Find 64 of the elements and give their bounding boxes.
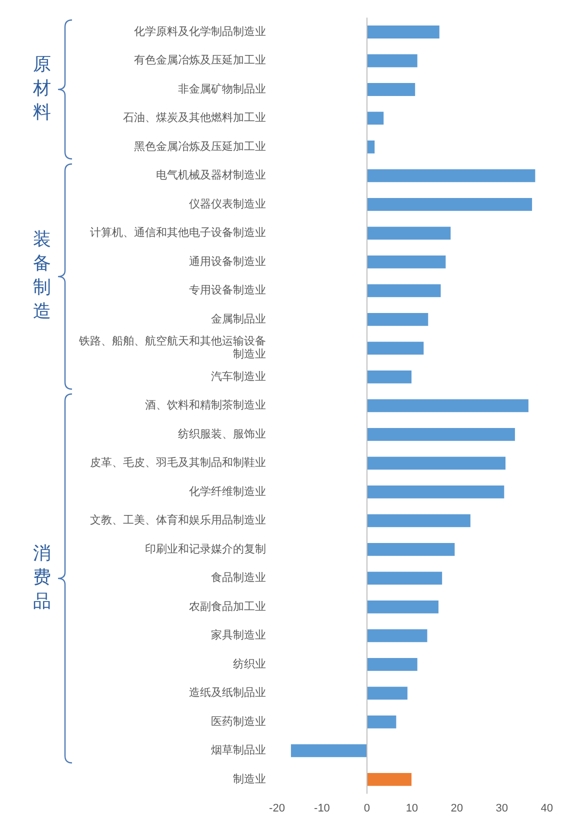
x-tick-label: 40	[540, 802, 554, 814]
bar	[366, 542, 455, 556]
y-tick-label: 制造业	[233, 772, 266, 786]
x-tick-label: 10	[406, 802, 418, 814]
x-tick-label: -20	[269, 802, 285, 814]
y-tick-label: 食品制造业	[211, 571, 266, 584]
y-tick-label: 纺织业	[233, 657, 266, 670]
y-tick-label: 仪器仪表制造业	[189, 197, 266, 210]
y-tick-label: 印刷业和记录媒介的复制	[145, 542, 266, 556]
bar	[366, 140, 375, 154]
bar	[366, 312, 428, 326]
bar	[366, 112, 384, 125]
y-tick-label: 非金属矿物制品业	[178, 82, 266, 96]
text: 原材料	[32, 53, 52, 126]
bar	[366, 226, 451, 240]
bar	[366, 342, 424, 355]
y-tick-label: 化学原料及化学制品制造业	[134, 24, 266, 38]
y-tick-label: 电气机械及器材制造业	[156, 168, 266, 182]
y-tick-label: 造纸及纸制品业	[189, 686, 266, 700]
bar	[366, 456, 506, 470]
x-tick-label: 30	[496, 802, 508, 814]
bar	[366, 485, 504, 498]
bar	[366, 572, 442, 585]
text: 装备制造	[32, 228, 52, 324]
y-tick-label: 化学纤维制造业	[189, 484, 266, 498]
y-tick-label: 金属制品业	[211, 312, 266, 326]
y-tick-label: 医药制造业	[211, 714, 266, 728]
bar	[366, 399, 528, 412]
y-tick-label: 计算机、通信和其他电子设备制造业	[90, 226, 266, 240]
y-tick-label: 有色金属冶炼及压延加工业	[134, 54, 266, 67]
y-tick-label: 文教、工美、体育和娱乐用品制造业	[90, 514, 266, 527]
bar	[366, 629, 428, 642]
x-tick-label: 0	[364, 802, 370, 814]
y-tick-label: 铁路、船舶、航空航天和其他运输设备制造业	[78, 334, 266, 361]
bar	[366, 514, 470, 528]
x-tick-label: 20	[450, 802, 464, 814]
y-tick-label: 农副食品加工业	[189, 600, 266, 613]
bar	[366, 198, 532, 211]
bar	[366, 772, 412, 786]
bar	[366, 169, 536, 182]
text: 消费品	[32, 542, 52, 614]
x-tick-label: -10	[314, 802, 330, 814]
bar	[366, 26, 440, 38]
y-tick-label: 石油、煤炭及其他燃料加工业	[123, 111, 266, 124]
bar	[366, 370, 412, 384]
y-tick-label: 汽车制造业	[211, 370, 266, 383]
y-tick-label: 专用设备制造业	[189, 284, 266, 297]
y-tick-label: 烟草制品业	[211, 744, 266, 757]
bar	[366, 428, 515, 441]
y-tick-label: 家具制造业	[211, 628, 266, 642]
bar	[366, 686, 408, 700]
y-tick-label: 皮革、毛皮、羽毛及其制品和制鞋业	[90, 456, 266, 470]
bar	[366, 600, 438, 614]
y-tick-label: 黑色金属冶炼及压延加工业	[134, 140, 266, 153]
bar	[366, 255, 446, 268]
bar	[366, 83, 416, 96]
bar	[366, 658, 418, 671]
bar	[366, 284, 441, 298]
bar	[366, 715, 396, 728]
y-tick-label: 通用设备制造业	[189, 254, 266, 268]
bar	[366, 54, 418, 68]
y-tick-label: 纺织服装、服饰业	[178, 427, 266, 440]
bar	[290, 744, 367, 758]
y-tick-label: 酒、饮料和精制茶制造业	[145, 398, 266, 412]
